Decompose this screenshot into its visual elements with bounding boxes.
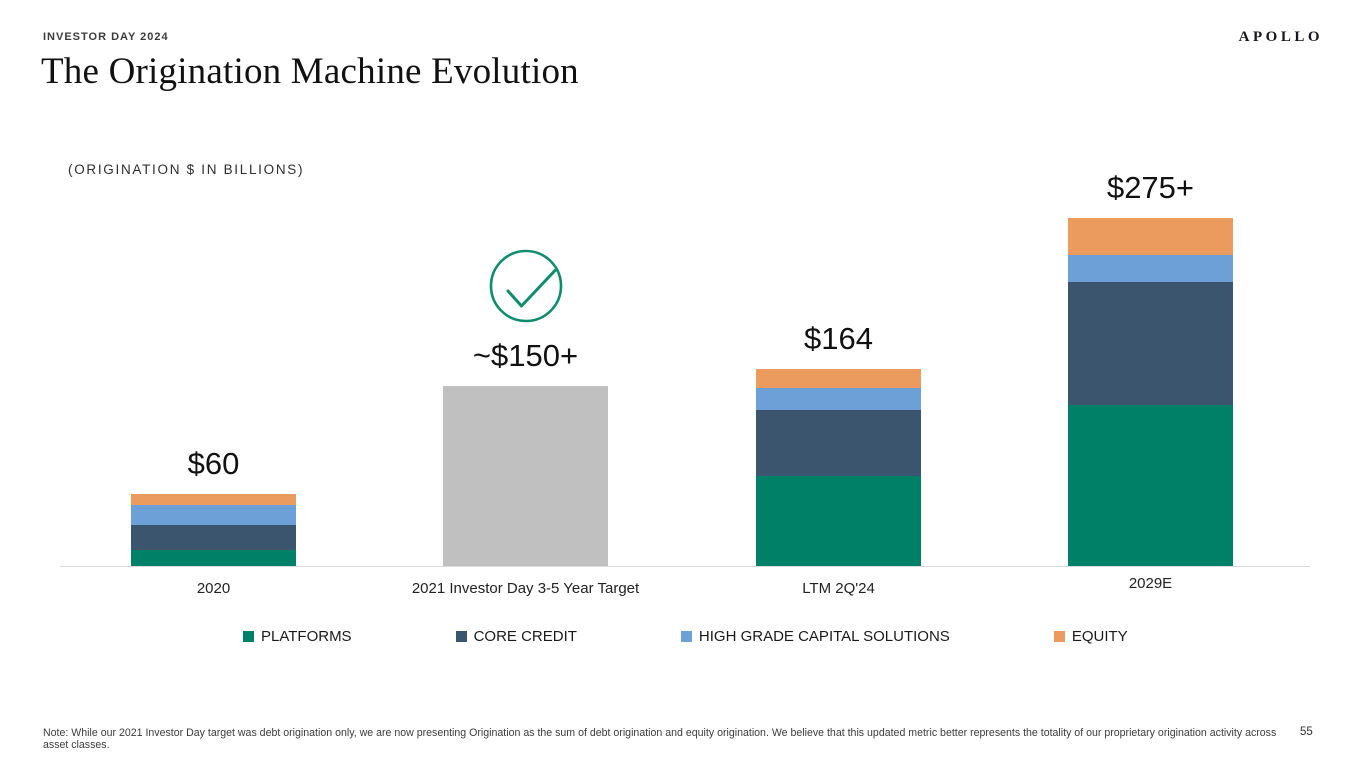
x-axis-line <box>60 566 1310 567</box>
eyebrow-label: INVESTOR DAY 2024 <box>43 31 169 43</box>
bar-segment-equity <box>131 494 296 505</box>
footnote: Note: While our 2021 Investor Day target… <box>43 727 1277 751</box>
legend-item-core-credit: CORE CREDIT <box>455 628 577 645</box>
apollo-logo: APOLLO <box>1238 29 1323 45</box>
bar-value-label: $60 <box>187 446 240 481</box>
legend-label: CORE CREDIT <box>473 628 577 645</box>
bar-segment-high-grade-capital-solutions <box>1068 255 1233 282</box>
legend-item-high-grade-capital-solutions: HIGH GRADE CAPITAL SOLUTIONS <box>680 628 950 645</box>
bar-segment-equity <box>756 369 921 389</box>
legend-swatch-icon <box>243 631 254 642</box>
bar-segment-platforms <box>1068 405 1233 566</box>
bar-segment-core-credit <box>756 409 921 476</box>
category-label: 2029E <box>1128 575 1173 592</box>
category-label: 2020 <box>196 580 231 597</box>
checkmark-circle-icon <box>488 248 564 324</box>
legend-label: EQUITY <box>1071 628 1128 645</box>
bar-2021-investor-day-3-5-year-target <box>443 386 608 566</box>
bar-2029e <box>1068 218 1233 566</box>
category-label: LTM 2Q'24 <box>802 580 875 597</box>
page-number: 55 <box>1300 726 1313 738</box>
legend-swatch-icon <box>1053 631 1065 642</box>
bar-segment-core-credit <box>1068 281 1233 406</box>
bar-segment-platforms <box>131 550 296 566</box>
bar-segment-equity <box>1068 218 1233 256</box>
legend-label: HIGH GRADE CAPITAL SOLUTIONS <box>698 628 950 645</box>
bar-ltm-2q-24 <box>756 369 921 566</box>
legend-swatch-icon <box>455 631 467 642</box>
bar-segment-high-grade-capital-solutions <box>131 504 296 526</box>
chart-legend: PLATFORMS CORE CREDIT HIGH GRADE CAPITAL S… <box>243 628 1128 645</box>
legend-swatch-icon <box>680 631 692 642</box>
bar-value-label: $275+ <box>1106 170 1195 205</box>
bar-segment-target <box>443 386 608 566</box>
bar-value-label: $164 <box>804 321 873 357</box>
page-title: The Origination Machine Evolution <box>41 51 579 92</box>
bar-value-label: ~$150+ <box>472 338 579 373</box>
bar-2020 <box>131 494 296 566</box>
bar-segment-core-credit <box>131 525 296 551</box>
legend-item-equity: EQUITY <box>1053 628 1128 645</box>
legend-label: PLATFORMS <box>261 628 352 645</box>
bar-segment-platforms <box>756 475 921 566</box>
legend-item-platforms: PLATFORMS <box>243 628 352 645</box>
chart-units-subtitle: (ORIGINATION $ IN BILLIONS) <box>68 162 305 177</box>
bar-segment-high-grade-capital-solutions <box>756 388 921 410</box>
category-label: 2021 Investor Day 3-5 Year Target <box>411 580 640 597</box>
